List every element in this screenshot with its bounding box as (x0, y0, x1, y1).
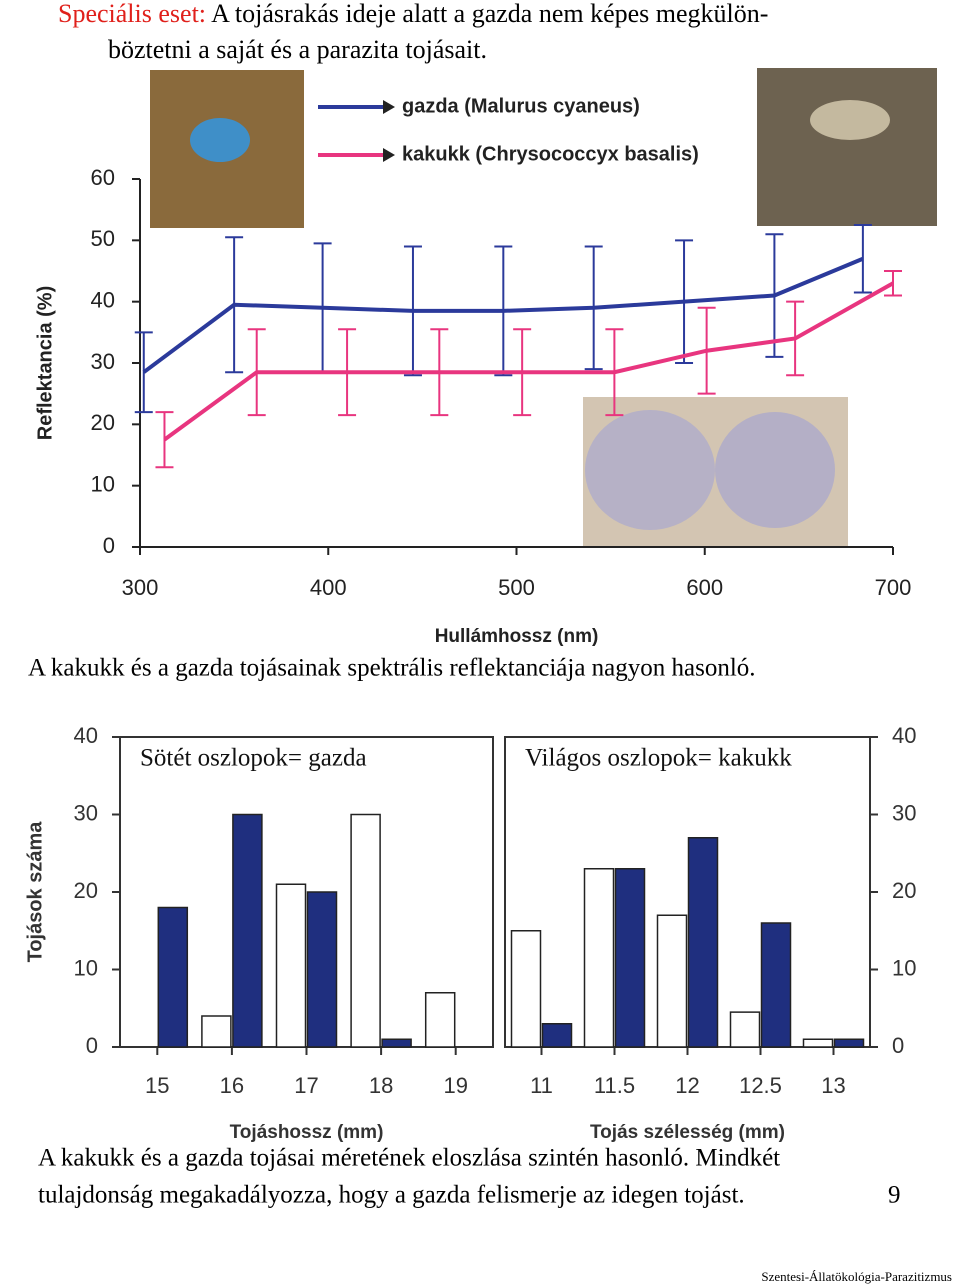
y-axis-label: Reflektancia (%) (34, 286, 56, 441)
bar (232, 813, 263, 1048)
x-tick-label: 13 (821, 1073, 845, 1098)
y-tick-label: 0 (103, 533, 115, 558)
y-tick-label: 20 (892, 878, 916, 903)
y-tick-label: 40 (74, 723, 98, 748)
x-tick-label: 500 (498, 575, 535, 600)
header-text: A tojásrakás ideje alatt a gazda nem kép… (211, 0, 768, 28)
legend-arrow (383, 148, 395, 162)
bar (833, 1038, 865, 1048)
error-bar (584, 245, 603, 371)
error-bar (338, 328, 357, 417)
bar (306, 891, 338, 1048)
bar (583, 868, 615, 1048)
x-tick-label: 300 (122, 575, 159, 600)
error-bar (134, 331, 153, 414)
legend-arrow (383, 100, 395, 114)
error-bar (884, 270, 902, 297)
y-tick-label: 10 (91, 471, 115, 496)
bar (510, 930, 542, 1048)
error-bar (225, 236, 244, 374)
bar (760, 922, 792, 1048)
plot-frame (504, 736, 871, 1048)
caption: A kakukk és a gazda tojásai méretének el… (38, 1145, 780, 1172)
bar (350, 813, 381, 1048)
error-bar (430, 328, 449, 417)
egg (585, 410, 715, 530)
x-tick-label: 400 (310, 575, 347, 600)
x-tick-label: 700 (875, 575, 912, 600)
y-axis-label: Tojások száma (24, 821, 46, 963)
x-tick-label: 12.5 (739, 1073, 782, 1098)
y-tick-label: 0 (86, 1033, 98, 1058)
error-bar (494, 245, 513, 377)
egg (715, 412, 835, 528)
y-tick-label: 20 (74, 878, 98, 903)
x-tick-label: 11 (530, 1073, 553, 1098)
annotation: Világos oszlopok= kakukk (525, 745, 792, 772)
x-axis-label: Hullámhossz (nm) (435, 626, 599, 647)
bar (729, 1011, 761, 1048)
footer: Szentesi-Állatökológia-Parazitizmus (761, 1269, 952, 1284)
error-bar (697, 306, 716, 395)
error-bar (786, 300, 805, 377)
legend-label: gazda (Malurus cyaneus) (402, 95, 640, 117)
bar (541, 1023, 573, 1048)
error-bar (765, 233, 784, 358)
x-tick-label: 16 (220, 1073, 244, 1098)
x-tick-label: 15 (145, 1073, 169, 1098)
caption: tulajdonság megakadályozza, hogy a gazda… (38, 1182, 745, 1209)
error-bar (605, 328, 624, 417)
error-bar (247, 328, 266, 417)
legend-label: kakukk (Chrysococcyx basalis) (402, 143, 699, 165)
x-tick-label: 600 (686, 575, 723, 600)
page-number: 9 (888, 1182, 901, 1209)
bar (802, 1038, 834, 1048)
bar (614, 868, 646, 1048)
bar (424, 992, 456, 1048)
x-axis-label: Tojáshossz (mm) (230, 1122, 384, 1143)
y-tick-label: 60 (91, 165, 115, 190)
y-tick-label: 30 (74, 800, 98, 825)
bird-photo (757, 68, 937, 226)
header-line: Speciális eset: A tojásrakás ideje alatt… (58, 0, 768, 28)
y-tick-label: 0 (892, 1033, 904, 1058)
bar (157, 906, 189, 1048)
x-tick-label: 11.5 (594, 1073, 635, 1098)
annotation: Sötét oszlopok= gazda (140, 745, 367, 772)
y-tick-label: 30 (91, 349, 115, 374)
error-bar (403, 245, 422, 377)
error-bar (675, 239, 694, 364)
x-axis-label: Tojás szélesség (mm) (590, 1122, 785, 1143)
bird-photo-shape (810, 100, 890, 140)
header-text: böztetni a saját és a parazita tojásait. (108, 35, 487, 64)
bird-photo-shape (190, 118, 250, 162)
bar (656, 914, 688, 1048)
error-bar (853, 224, 872, 294)
x-tick-label: 18 (369, 1073, 393, 1098)
x-tick-label: 17 (294, 1073, 318, 1098)
error-bar (155, 411, 174, 469)
bar (275, 883, 307, 1048)
header-label: Speciális eset: (58, 0, 206, 28)
y-tick-label: 20 (91, 410, 115, 435)
y-tick-label: 40 (91, 287, 115, 312)
bar (381, 1038, 412, 1048)
error-bar (513, 328, 532, 417)
y-tick-label: 40 (892, 723, 916, 748)
bar (687, 837, 719, 1048)
y-tick-label: 50 (91, 226, 115, 251)
y-tick-label: 10 (74, 955, 98, 980)
x-tick-label: 12 (675, 1073, 699, 1098)
bar (201, 1015, 232, 1048)
y-tick-label: 30 (892, 800, 916, 825)
y-tick-label: 10 (892, 955, 916, 980)
x-tick-label: 19 (443, 1073, 467, 1098)
caption: A kakukk és a gazda tojásainak spektráli… (28, 655, 756, 682)
